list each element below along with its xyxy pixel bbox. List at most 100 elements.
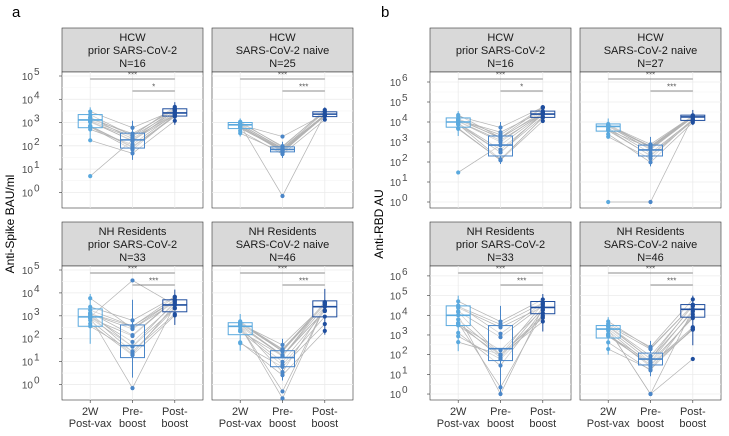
y-tick-exponent: 4: [34, 284, 40, 295]
facet-title-line: SARS-CoV-2 naive: [236, 239, 330, 251]
y-tick-label: 10: [390, 98, 402, 109]
data-point: [606, 340, 611, 345]
x-tick-label: boost: [161, 418, 188, 430]
data-point: [322, 112, 327, 117]
data-point: [280, 359, 285, 364]
y-tick-label: 10: [22, 72, 34, 83]
data-point: [606, 199, 611, 205]
facet-title-line: HCW: [269, 32, 296, 44]
data-point: [456, 170, 461, 175]
facet-title-line: N=33: [487, 252, 514, 264]
data-point: [648, 367, 653, 372]
sig-label: ***: [517, 277, 526, 286]
data-point: [280, 369, 285, 375]
facet-title-line: prior SARS-CoV-2: [456, 45, 545, 57]
facet-title-line: NH Residents: [467, 226, 535, 238]
y-tick-exponent: 2: [402, 346, 408, 357]
data-point: [540, 305, 545, 310]
data-point: [690, 302, 695, 308]
y-tick-label: 10: [390, 292, 402, 303]
y-tick-exponent: 3: [402, 133, 408, 144]
y-tick-exponent: 3: [34, 114, 40, 125]
y-tick-label: 10: [22, 95, 34, 106]
y-tick-label: 10: [22, 381, 34, 392]
data-point: [280, 349, 285, 354]
data-point: [88, 173, 93, 179]
data-point: [172, 294, 177, 299]
data-point: [322, 107, 327, 113]
data-point: [456, 114, 461, 119]
data-point: [540, 115, 545, 120]
data-point: [540, 313, 545, 318]
data-point: [648, 391, 653, 397]
y-tick-exponent: 0: [402, 193, 408, 204]
data-point: [498, 150, 503, 155]
data-point: [498, 363, 503, 368]
data-point: [238, 128, 243, 133]
sig-label: ***: [128, 71, 137, 80]
y-tick-label: 10: [22, 188, 34, 199]
data-point: [130, 353, 135, 358]
facet-strip: [211, 221, 354, 267]
facet-strip: [429, 27, 572, 73]
data-point: [280, 396, 285, 401]
sig-label: *: [152, 83, 155, 92]
data-point: [456, 303, 461, 308]
data-point: [322, 321, 327, 327]
x-tick-label: boost: [679, 418, 706, 430]
x-tick-label: 2W: [600, 406, 617, 418]
data-point: [690, 314, 695, 319]
data-point: [88, 304, 93, 309]
facet-title-line: prior SARS-CoV-2: [456, 239, 545, 251]
data-point: [322, 304, 327, 309]
data-point: [172, 299, 177, 304]
x-tick-label: Post-vax: [437, 418, 480, 430]
facet-title-line: HCW: [637, 32, 664, 44]
facet-title-line: HCW: [487, 32, 514, 44]
panel-letter-a: a: [12, 4, 21, 21]
data-point: [498, 138, 503, 143]
data-point: [88, 109, 93, 114]
facet-title-line: N=33: [119, 252, 146, 264]
sig-label: ***: [149, 277, 158, 286]
x-tick-label: boost: [311, 418, 338, 430]
y-tick-exponent: 3: [34, 307, 40, 318]
sig-label: ***: [496, 71, 505, 80]
data-point: [456, 119, 461, 124]
y-tick-exponent: 2: [402, 153, 408, 164]
data-point: [606, 134, 611, 139]
data-point: [130, 147, 135, 152]
data-point: [130, 137, 135, 142]
data-point: [88, 314, 93, 319]
data-point: [456, 309, 461, 314]
data-point: [648, 153, 653, 158]
facet-strip: [429, 221, 572, 267]
data-point: [280, 145, 285, 150]
data-point: [690, 307, 695, 312]
data-point: [130, 125, 135, 130]
data-point: [456, 322, 461, 327]
y-tick-label: 10: [22, 142, 34, 153]
y-tick-exponent: 6: [402, 267, 408, 278]
y-tick-label: 10: [390, 331, 402, 342]
facet-title-line: N=46: [637, 252, 664, 264]
facet-title-line: NH Residents: [617, 226, 685, 238]
data-point: [88, 296, 93, 301]
facet-title-line: N=25: [269, 58, 296, 70]
sig-label: ***: [667, 277, 676, 286]
data-point: [498, 391, 503, 397]
data-point: [606, 121, 611, 127]
data-point: [280, 152, 285, 157]
data-point: [130, 131, 135, 136]
y-tick-label: 10: [22, 266, 34, 277]
data-point: [456, 317, 461, 322]
data-point: [280, 352, 285, 358]
y-tick-label: 10: [390, 138, 402, 149]
facet-strip: [211, 27, 354, 73]
y-tick-label: 10: [22, 119, 34, 130]
